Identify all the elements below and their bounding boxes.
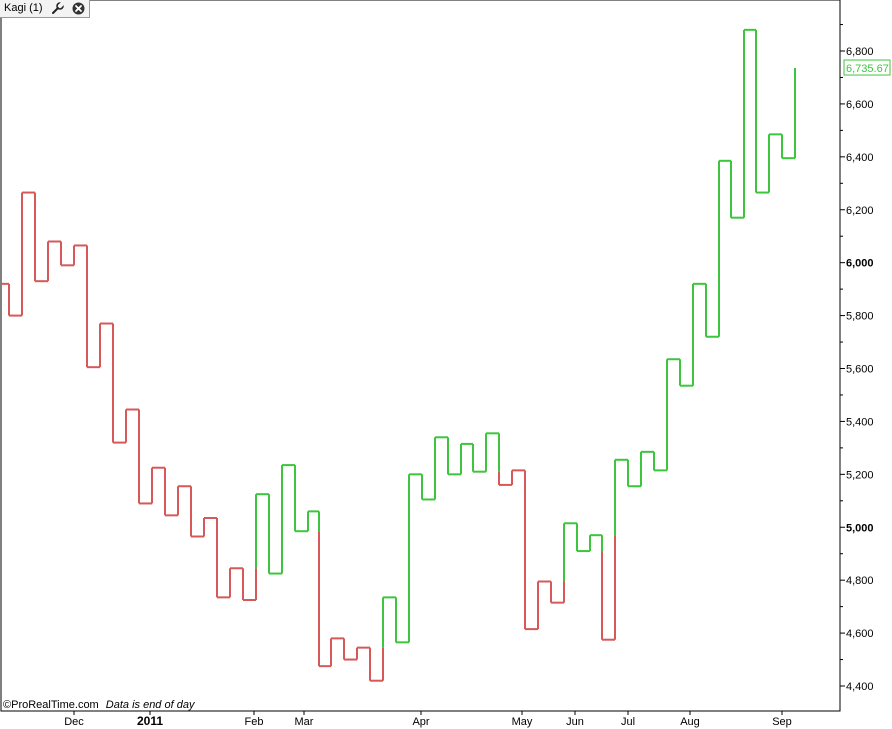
plot-area: [0, 0, 841, 712]
kagi-series: [1, 28, 796, 682]
x-tick-label: Jun: [566, 716, 584, 728]
y-tick-label: 6,600: [846, 99, 874, 111]
y-tick-label: 6,800: [846, 46, 874, 58]
x-axis: Dec 2011 Feb Mar Apr May Jun Jul Aug Sep: [64, 711, 792, 728]
y-tick-label: 5,200: [846, 469, 874, 481]
y-tick-label: 6,400: [846, 152, 874, 164]
last-price-box: [843, 59, 891, 76]
data-note: Data is end of day: [105, 699, 195, 711]
close-icon[interactable]: [72, 2, 85, 15]
last-price-marker: 6,735.67: [843, 59, 891, 76]
y-tick-label: 4,600: [846, 628, 874, 640]
y-tick-label: 6,000: [846, 258, 874, 270]
y-axis: 6,800 6,600 6,400 6,200 6,000 5,800 5,600 5,400…: [840, 24, 874, 693]
x-tick-label: Aug: [680, 716, 700, 728]
y-tick-label: 5,000: [846, 522, 874, 534]
indicator-title-bar: Kagi (1): [0, 0, 90, 18]
x-tick-label: Sep: [772, 716, 792, 728]
y-tick-label: 5,800: [846, 311, 874, 323]
x-tick-label: Apr: [412, 716, 429, 728]
wrench-icon[interactable]: [51, 2, 64, 15]
plot-border: [0, 0, 841, 712]
x-tick-label: 2011: [137, 714, 163, 728]
x-tick-label: Jul: [621, 716, 635, 728]
x-tick-label: May: [512, 716, 533, 728]
x-tick-label: Feb: [245, 716, 264, 728]
last-price-label: 6,735.67: [846, 63, 889, 75]
x-tick-label: Dec: [64, 716, 84, 728]
indicator-title: Kagi (1): [4, 2, 43, 14]
y-tick-label: 6,200: [846, 205, 874, 217]
y-tick-label: 5,600: [846, 364, 874, 376]
x-tick-label: Mar: [295, 716, 314, 728]
copyright-text: ©ProRealTime.com: [3, 699, 99, 711]
y-tick-label: 4,800: [846, 575, 874, 587]
y-tick-label: 5,400: [846, 416, 874, 428]
y-tick-label: 4,400: [846, 681, 874, 693]
chart-footer: ©ProRealTime.com Data is end of day: [3, 699, 194, 711]
